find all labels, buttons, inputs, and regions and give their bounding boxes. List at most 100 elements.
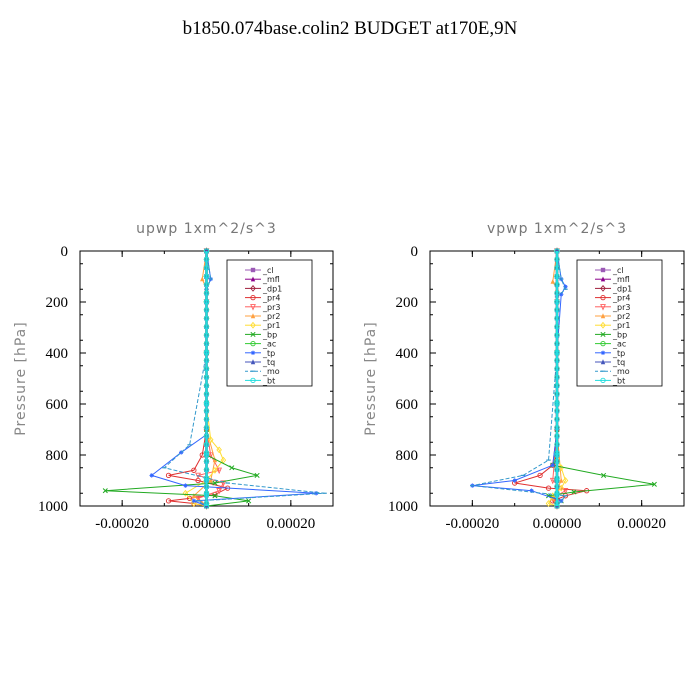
- panel-2-point-bt: [554, 492, 560, 498]
- panel-2-point-bt: [554, 475, 560, 481]
- panel-2-point-bt: [554, 307, 560, 313]
- panel-1-point-tp: [313, 491, 319, 496]
- panel-1-point-bt: [203, 425, 210, 431]
- panel-2-point-pr2: [559, 477, 564, 483]
- panel-1-point-bt: [203, 475, 210, 481]
- panel-2-ytick-label: 0: [411, 244, 419, 260]
- panel-1-point-pr4: [191, 467, 197, 473]
- panel-2-legend-label: _pr2: [612, 312, 630, 321]
- panel-1-legend-marker: [250, 313, 256, 319]
- panel-1-point-bt: [203, 290, 210, 296]
- panel-1-point-bt: [203, 366, 210, 372]
- panel-2-legend-item: _tp: [595, 349, 625, 358]
- panel-2-point-bt: [554, 265, 560, 271]
- panel-1-point-pr3: [220, 480, 227, 487]
- panel-2-point-bt: [554, 298, 560, 305]
- panel-2-line-tp: [472, 250, 567, 507]
- panel-1-legend-marker: [250, 304, 256, 311]
- panel-2-point-bt: [554, 332, 560, 338]
- panel-1-point-tp: [191, 498, 197, 504]
- panel-1-legend-label: _pr2: [262, 312, 280, 321]
- panel-1-legend-item: _tp: [245, 349, 275, 358]
- panel-2-point-pr1: [545, 500, 552, 507]
- panel-2-ytick-label: 400: [396, 346, 419, 362]
- panel-1-legend-label: _bp: [262, 330, 277, 339]
- panel-2-point-pr3: [562, 488, 569, 495]
- panel-2-point-bt: [554, 467, 560, 473]
- panel-1-legend-marker: [250, 276, 256, 282]
- panel-2-legend-label: _dp1: [612, 284, 632, 293]
- panel-1-point-bp: [212, 480, 218, 486]
- panel-2-legend-item: _bp: [595, 330, 627, 339]
- panel-2-legend-marker: [600, 313, 606, 319]
- panel-2-point-bt: [554, 256, 560, 263]
- panel-2-point-bt: [554, 366, 560, 372]
- panel-1-ytick-label: 600: [46, 397, 69, 413]
- panel-2-legend-label: _mfl: [612, 275, 630, 284]
- panel-1-legend-item: _pr1: [245, 321, 280, 330]
- panel-2-point-bt: [554, 349, 560, 355]
- panel-2-point-bt: [554, 450, 560, 456]
- panel-1-point-pr4: [165, 498, 172, 504]
- panel-1-point-pr2: [191, 493, 197, 498]
- panel-2-point-tp: [559, 292, 564, 297]
- panel-2-legend-label: _tp: [612, 349, 625, 358]
- panel-1-point-bt: [203, 340, 210, 347]
- panel-2-legend-item: _bt: [595, 376, 625, 385]
- panel-2-legend-marker: [600, 377, 606, 384]
- panel-1-point-bt: [203, 256, 210, 263]
- panel-1-point-bt: [203, 399, 210, 406]
- panel-2-ylabel: Pressure [hPa]: [363, 321, 379, 435]
- panel-1-series-pr3: [195, 248, 227, 510]
- panel-1-point-bt: [203, 265, 210, 271]
- panel-2-ytick-label: 200: [396, 295, 419, 311]
- panel-1-ytick-label: 800: [46, 448, 69, 464]
- figure-title: b1850.074base.colin2 BUDGET at170E,9N: [182, 18, 518, 39]
- panel-2-point-bt: [554, 340, 560, 347]
- panel-1-point-pr1: [191, 500, 197, 507]
- panel-2-point-pr1: [562, 477, 569, 484]
- panel-2-ytick-label: 800: [396, 448, 419, 464]
- panel-1-legend-item: _ac: [245, 340, 276, 349]
- panel-2-legend-item: _pr1: [595, 321, 630, 330]
- panel-1-point-bp: [229, 465, 235, 471]
- panel-1-legend-label: _pr4: [262, 294, 280, 303]
- panel-2-legend-marker: [600, 340, 606, 347]
- panel-2-legend-marker: [600, 321, 606, 329]
- panel-2-legend-label: _cl: [612, 266, 624, 275]
- panel-2-legend-item: _tq: [595, 358, 625, 367]
- panel-2-legend-box: [576, 259, 663, 387]
- panel-1-point-bt: [203, 467, 210, 473]
- panel-2-point-bt: [554, 458, 560, 465]
- panel-1-legend-marker: [250, 321, 256, 329]
- panel-2-legend-marker: [600, 350, 606, 355]
- panel-2-line-pr4: [514, 251, 587, 507]
- panel-2-point-tp: [550, 463, 555, 468]
- panel-2-ytick-label: 600: [396, 397, 419, 413]
- panel-1-point-bt: [203, 273, 210, 279]
- panel-2-point-pr4: [545, 485, 552, 491]
- panel-2-point-bt: [554, 500, 560, 507]
- panel-2-legend-item: _dp1: [595, 284, 632, 293]
- panel-1-point-pr1: [220, 456, 227, 464]
- panel-1-point-pr1: [212, 466, 218, 474]
- panel-1-point-bt: [203, 282, 210, 288]
- panel-1-legend-label: _mo: [262, 367, 280, 376]
- panel-2-legend-marker: [600, 359, 606, 365]
- panel-2-point-pr3: [549, 477, 556, 485]
- panel-1-point-bt: [203, 416, 210, 422]
- panel-1-point-bt: [203, 391, 210, 397]
- panel-2-point-bt: [554, 477, 560, 484]
- panel-2-legend-marker: [600, 304, 606, 311]
- panel-2-point-bt: [554, 441, 560, 448]
- panel-1-legend-marker: [250, 294, 256, 301]
- panel-2-point-bt: [554, 408, 560, 414]
- panel-2-legend-marker: [600, 284, 606, 292]
- panel-1-legend-label: _mfl: [262, 275, 280, 284]
- panel-2-legend-item: _pr2: [595, 312, 630, 321]
- panel-1-point-bt: [203, 408, 210, 414]
- panel-1-point-bt: [203, 490, 210, 496]
- panel-1-legend-item: _mfl: [245, 275, 280, 284]
- panel-1-legend-item: _pr3: [245, 303, 280, 312]
- panel-1-point-bp: [212, 493, 218, 499]
